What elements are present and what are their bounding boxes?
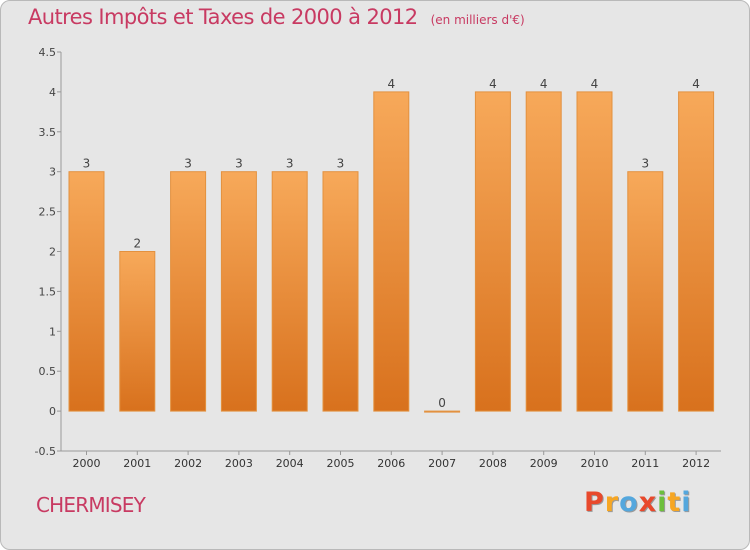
chart-subtitle: (en milliers d'€) [430, 13, 525, 27]
data-label: 3 [286, 157, 294, 171]
data-label: 4 [489, 77, 497, 91]
bar [271, 171, 308, 412]
bar [678, 91, 715, 412]
y-tick-label: -0.5 [35, 445, 56, 458]
bar [576, 91, 613, 412]
y-tick-label: 3 [49, 166, 56, 179]
data-label: 3 [235, 157, 243, 171]
bar [68, 171, 105, 412]
logo-letter: o [619, 487, 639, 518]
logo-letter: t [667, 487, 682, 518]
x-tick-label: 2003 [225, 457, 253, 470]
data-label: 3 [184, 157, 192, 171]
x-tick-label: 2000 [73, 457, 101, 470]
bar [525, 91, 562, 412]
chart-title: Autres Impôts et Taxes de 2000 à 2012 [28, 5, 418, 29]
x-tick-label: 2009 [530, 457, 558, 470]
y-tick-label: 4.5 [39, 46, 57, 59]
bar [627, 171, 664, 412]
bar [220, 171, 257, 412]
commune-name: CHERMISEY [36, 493, 146, 517]
bar [170, 171, 207, 412]
y-tick-label: 3.5 [39, 126, 57, 139]
data-label: 2 [133, 237, 141, 251]
y-tick-label: 1.5 [39, 285, 57, 298]
x-tick-label: 2010 [581, 457, 609, 470]
x-tick-label: 2004 [276, 457, 304, 470]
x-tick-label: 2002 [174, 457, 202, 470]
logo-letter: x [638, 487, 658, 518]
x-tick-label: 2006 [377, 457, 405, 470]
bar [119, 251, 156, 412]
bars-group [68, 91, 715, 413]
logo-letter: r [604, 487, 620, 518]
logo-letter: i [657, 487, 668, 518]
x-tick-label: 2007 [428, 457, 456, 470]
bar [424, 410, 461, 413]
y-tick-label: 0.5 [39, 365, 57, 378]
data-label: 4 [540, 77, 548, 91]
data-label: 4 [692, 77, 700, 91]
data-label: 0 [438, 396, 446, 410]
y-tick-label: 2 [49, 246, 56, 259]
x-tick-label: 2012 [682, 457, 710, 470]
x-tick-label: 2005 [327, 457, 355, 470]
title-row: Autres Impôts et Taxes de 2000 à 2012 (e… [28, 5, 525, 29]
axes-group: -0.5 0 0.5 1 1.5 2 2.5 3 3.5 4 4.5 2000 2001 2002 2003… [35, 46, 721, 470]
y-tick-label: 2.5 [39, 206, 57, 219]
proxiti-logo: Proxiti [584, 487, 692, 518]
y-tick-label: 0 [49, 405, 56, 418]
y-tick-label: 4 [49, 86, 56, 99]
x-tick-label: 2008 [479, 457, 507, 470]
y-tick-label: 1 [49, 325, 56, 338]
data-label: 4 [387, 77, 395, 91]
data-label: 3 [83, 157, 91, 171]
x-tick-label: 2001 [123, 457, 151, 470]
data-labels-group: 3 2 3 3 3 3 4 0 4 4 4 3 4 [83, 77, 700, 410]
data-label: 3 [641, 157, 649, 171]
logo-letter: P [584, 487, 605, 518]
logo-letter: i [681, 487, 692, 518]
bar [474, 91, 511, 412]
data-label: 3 [337, 157, 345, 171]
x-tick-label: 2011 [631, 457, 659, 470]
bar [373, 91, 410, 412]
data-label: 4 [591, 77, 599, 91]
bar [322, 171, 359, 412]
